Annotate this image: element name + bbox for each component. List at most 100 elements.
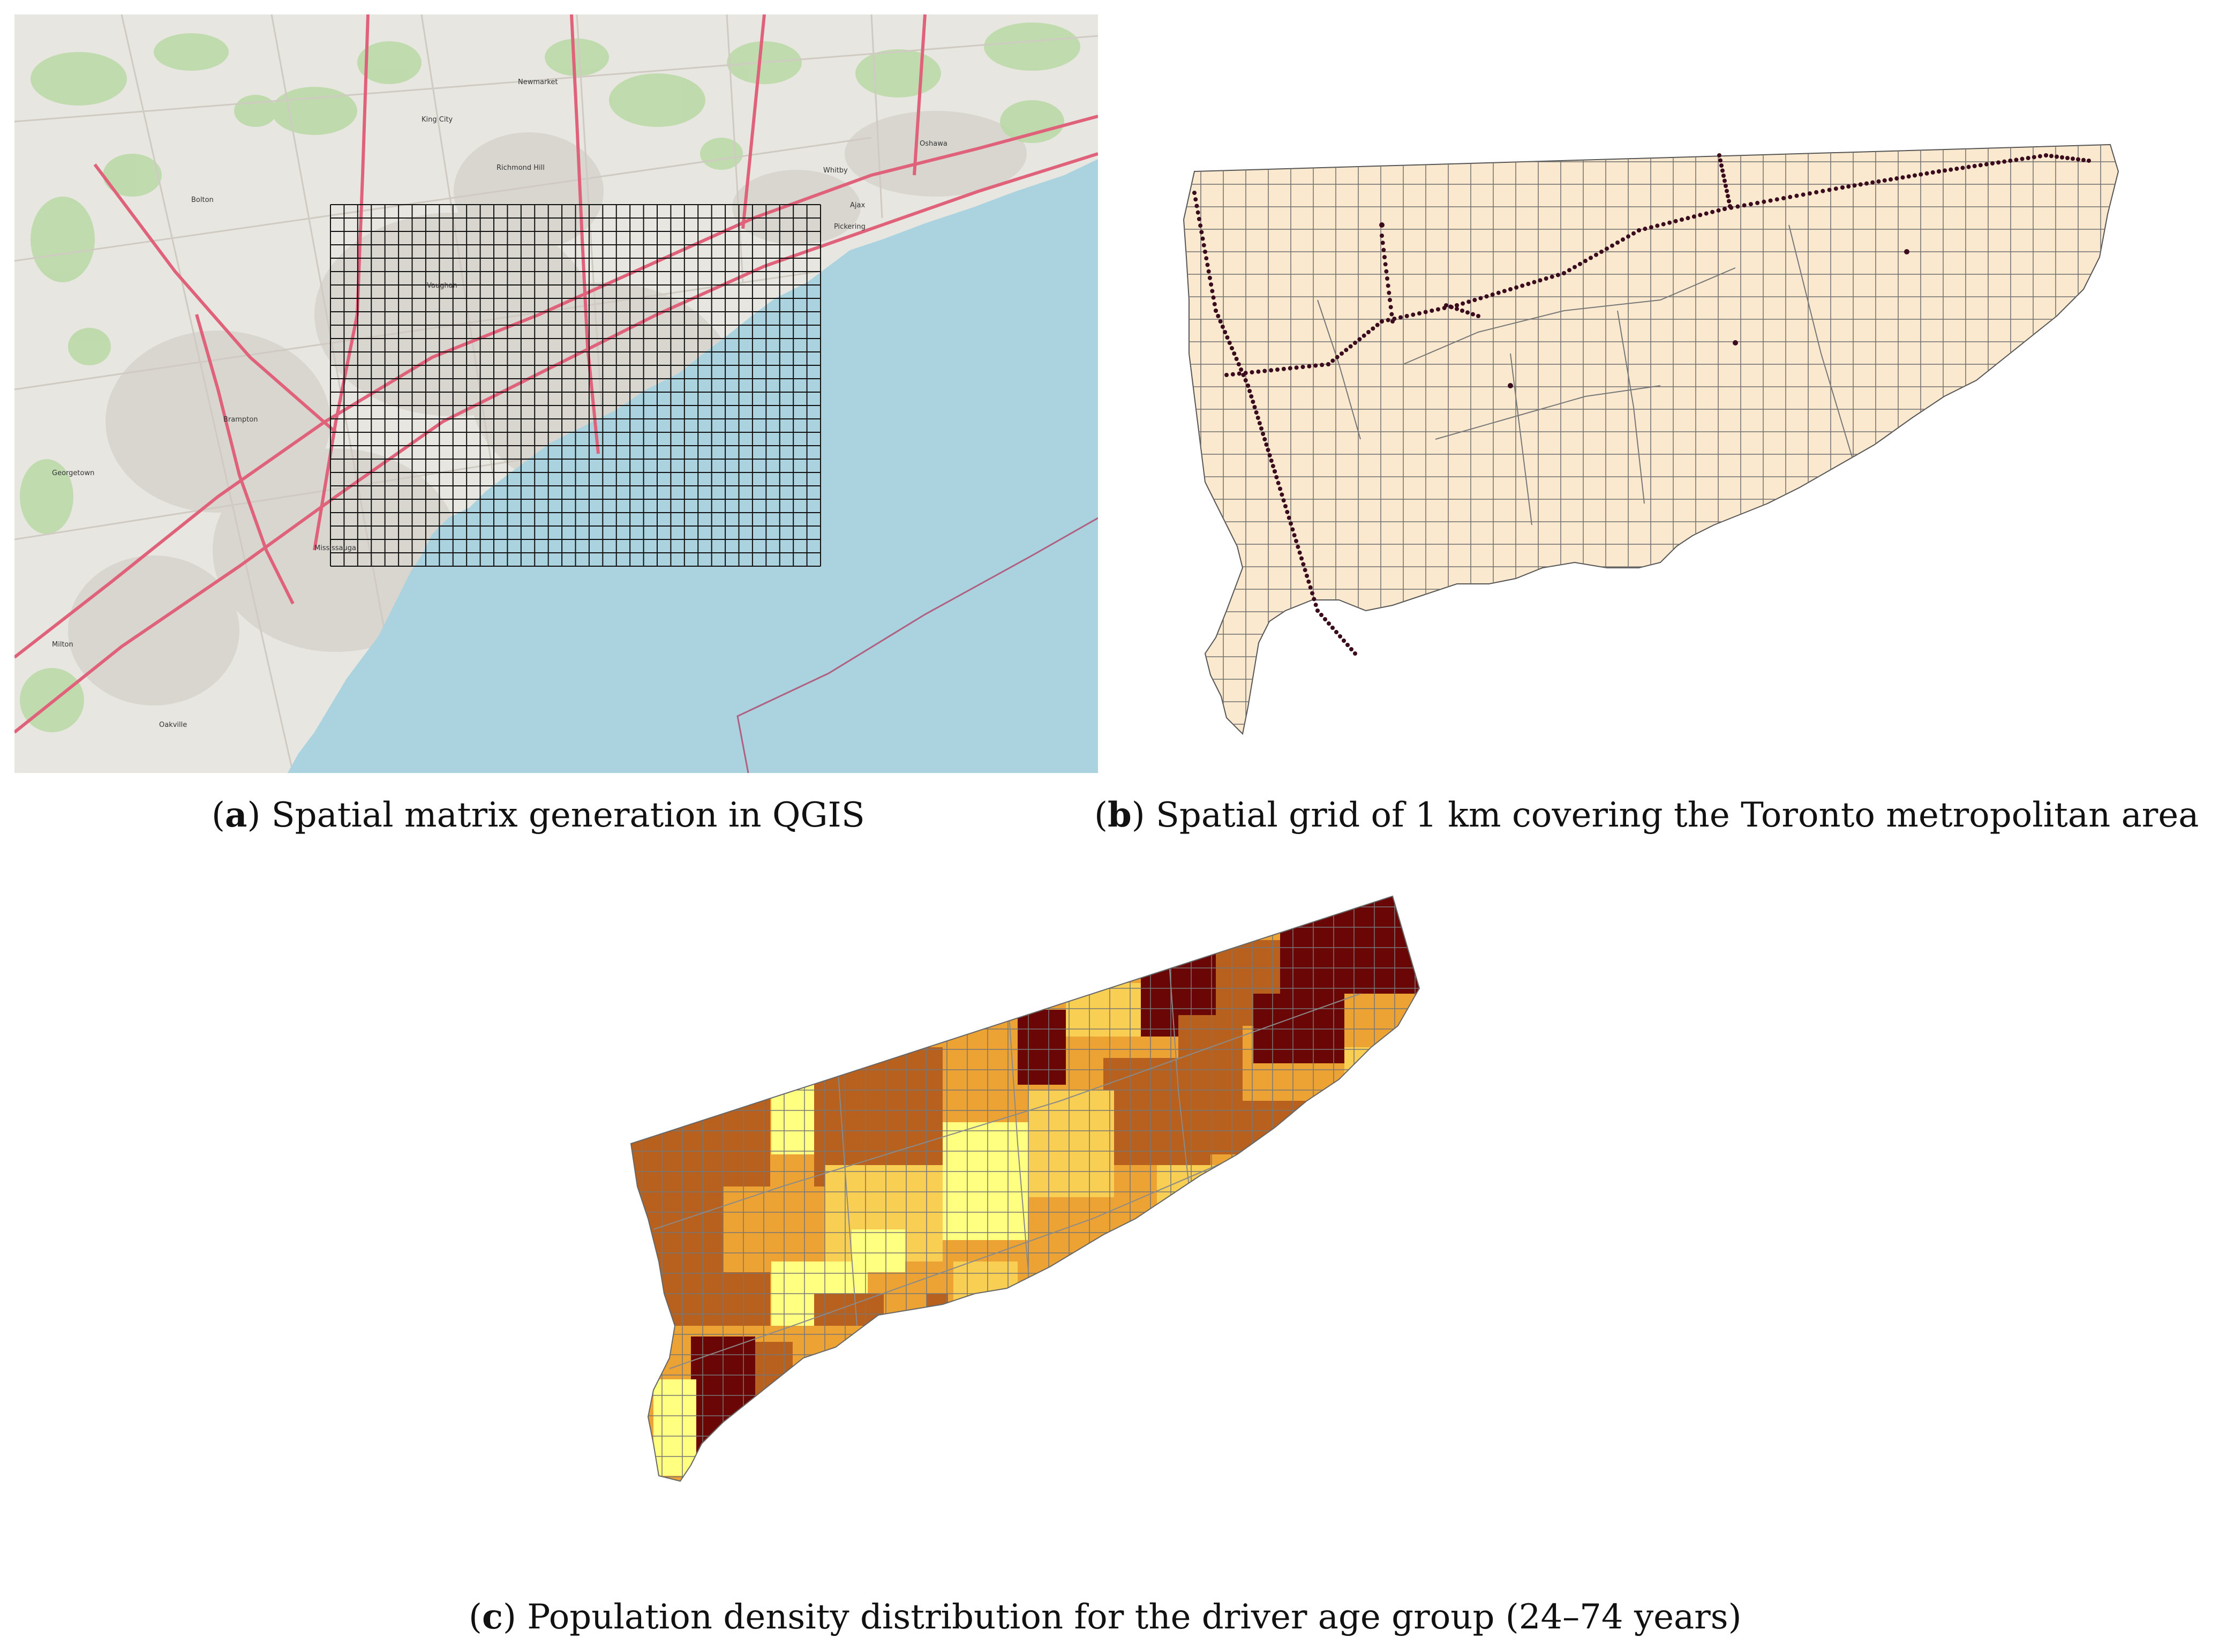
point <box>1273 469 1277 474</box>
place-label: Bolton <box>191 196 214 204</box>
place-label: Newmarket <box>518 78 558 86</box>
point <box>1220 325 1225 329</box>
point <box>1308 585 1313 590</box>
point <box>1256 369 1261 374</box>
point <box>1398 315 1403 320</box>
point <box>1342 639 1346 643</box>
point <box>1389 312 1394 317</box>
point <box>1774 197 1779 202</box>
point <box>1444 303 1448 307</box>
place-label: Vaughan <box>427 282 457 290</box>
point <box>2049 154 2054 159</box>
point <box>1725 189 1729 193</box>
point <box>1290 527 1295 532</box>
point <box>1261 432 1266 436</box>
point <box>1297 550 1302 555</box>
point <box>1781 196 1786 200</box>
point <box>1195 210 1200 215</box>
point <box>1742 203 1747 208</box>
point <box>1649 225 1653 230</box>
point <box>1269 459 1274 463</box>
point <box>1382 255 1387 259</box>
point <box>1599 250 1604 254</box>
panel-a-qgis-map: Newmarket King City Richmond Hill Oshawa Whi… <box>14 14 1098 773</box>
point <box>1727 199 1731 204</box>
point <box>1207 275 1212 280</box>
point <box>1201 243 1206 247</box>
point <box>1257 421 1262 425</box>
point <box>1366 330 1371 334</box>
point <box>1203 250 1207 254</box>
point <box>1250 370 1254 374</box>
density-zone <box>943 1026 1018 1122</box>
point <box>2055 154 2059 159</box>
point <box>1230 346 1234 350</box>
point <box>1390 319 1395 324</box>
point <box>1353 651 1357 656</box>
point <box>1721 174 1726 178</box>
point <box>1496 290 1501 295</box>
point <box>1371 326 1375 331</box>
point <box>1807 191 1812 196</box>
place-label: Georgetown <box>52 469 94 477</box>
point <box>1383 262 1388 267</box>
point <box>1353 341 1357 345</box>
place-label: Oakville <box>159 721 187 729</box>
point <box>1755 200 1760 205</box>
point <box>1567 268 1571 273</box>
point <box>1218 319 1223 324</box>
point <box>1673 219 1678 223</box>
point <box>1814 190 1819 194</box>
point <box>1882 178 1887 183</box>
point <box>1423 310 1428 314</box>
point <box>1280 492 1284 497</box>
point <box>1296 544 1300 549</box>
point <box>1388 298 1392 302</box>
point <box>1821 189 1825 193</box>
point <box>1211 295 1216 300</box>
point <box>1269 368 1274 373</box>
density-zone <box>1103 1058 1210 1165</box>
point <box>1631 231 1636 236</box>
point <box>1472 298 1477 302</box>
point <box>1327 621 1331 626</box>
density-zone <box>1018 1294 1114 1363</box>
point <box>1345 643 1350 647</box>
neighbourhood-boundaries <box>1317 224 1854 525</box>
point <box>1954 167 1959 171</box>
density-zone <box>900 1347 1018 1433</box>
accident-points <box>1192 153 2091 656</box>
point <box>1326 362 1330 366</box>
point <box>1722 178 1727 183</box>
point <box>1520 283 1525 288</box>
point <box>1827 187 1832 192</box>
point <box>1266 448 1270 452</box>
point <box>1471 312 1475 317</box>
point <box>1387 290 1391 295</box>
density-zone <box>1157 1165 1253 1251</box>
point <box>1301 562 1306 567</box>
point <box>1728 204 1732 208</box>
point <box>1294 365 1299 370</box>
point <box>1259 426 1263 431</box>
toronto-boundary <box>630 895 1420 1482</box>
point <box>1375 322 1380 327</box>
point <box>1281 366 1286 371</box>
point <box>1299 556 1304 561</box>
point <box>1626 234 1630 239</box>
place-label: Whitby <box>823 167 848 175</box>
point <box>1555 273 1560 277</box>
point <box>1306 579 1311 584</box>
point <box>1710 209 1715 214</box>
point <box>2081 157 2086 162</box>
caption-c: (c) Population density distribution for … <box>469 1597 1742 1637</box>
point <box>1788 194 1793 199</box>
point <box>1338 634 1342 639</box>
point <box>1461 301 1465 306</box>
caption-b: (b) Spatial grid of 1 km covering the To… <box>1094 795 2199 835</box>
point <box>1476 314 1480 318</box>
point <box>1610 243 1614 248</box>
point <box>2071 156 2075 161</box>
point <box>1386 283 1390 288</box>
point <box>1930 170 1935 175</box>
